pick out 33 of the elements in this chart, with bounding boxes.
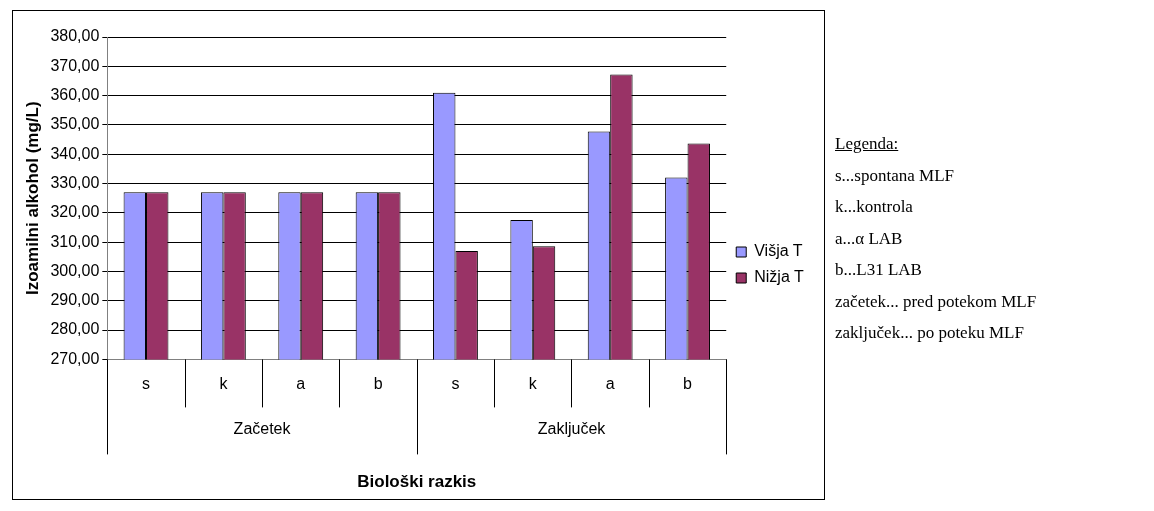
y-tick-label: 310,00 <box>50 232 100 250</box>
text: s...spontana MLF <box>835 164 955 187</box>
x-tick-label: k <box>528 375 538 393</box>
legend-label: Višja T <box>754 242 803 260</box>
x-tick-label: s <box>142 375 151 393</box>
y-tick-label: 280,00 <box>50 320 100 338</box>
y-tick-label: 300,00 <box>50 261 100 279</box>
y-tick-label: 380,00 <box>50 27 100 45</box>
text: Legenda: <box>835 133 900 155</box>
x-axis-title: Biološki razkis <box>357 472 477 492</box>
x-tick-label: b <box>373 375 383 393</box>
y-tick-label: 340,00 <box>50 144 100 162</box>
legend-label: Nižja T <box>754 268 804 286</box>
x-tick-label: s <box>451 375 460 393</box>
x-tick-label: b <box>683 375 693 393</box>
text: a...α LAB <box>835 227 904 250</box>
y-tick-label: 330,00 <box>50 173 100 191</box>
y-tick-label: 290,00 <box>50 291 100 309</box>
text: Začetek <box>233 419 292 437</box>
x-tick-label: k <box>219 375 229 393</box>
text: zaključek... po poteku MLF <box>835 322 1025 344</box>
y-tick-label: 370,00 <box>50 56 100 74</box>
y-tick-label: 320,00 <box>50 203 100 221</box>
text: začetek... pred potekom MLF <box>835 290 1037 313</box>
y-tick-label: 270,00 <box>50 349 100 367</box>
text: k...kontrola <box>835 196 914 218</box>
text: b...L31 LAB <box>835 259 923 281</box>
y-tick-label: 350,00 <box>50 115 100 133</box>
x-tick-label: a <box>605 375 615 393</box>
y-axis-title: Izoamilni alkohol (mg/L) <box>22 101 42 296</box>
text: Zaključek <box>537 419 607 437</box>
y-tick-label: 360,00 <box>50 86 100 104</box>
x-tick-label: a <box>296 375 306 393</box>
